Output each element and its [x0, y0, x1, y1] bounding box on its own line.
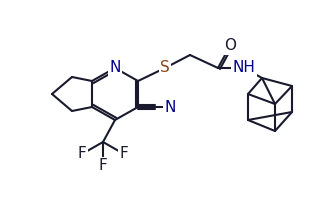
Text: NH: NH [232, 60, 256, 76]
Text: F: F [119, 146, 128, 162]
Text: F: F [78, 146, 86, 162]
Text: S: S [160, 60, 170, 76]
Text: O: O [224, 38, 236, 54]
Text: F: F [99, 159, 107, 173]
Text: N: N [109, 60, 121, 76]
Text: N: N [164, 100, 176, 114]
